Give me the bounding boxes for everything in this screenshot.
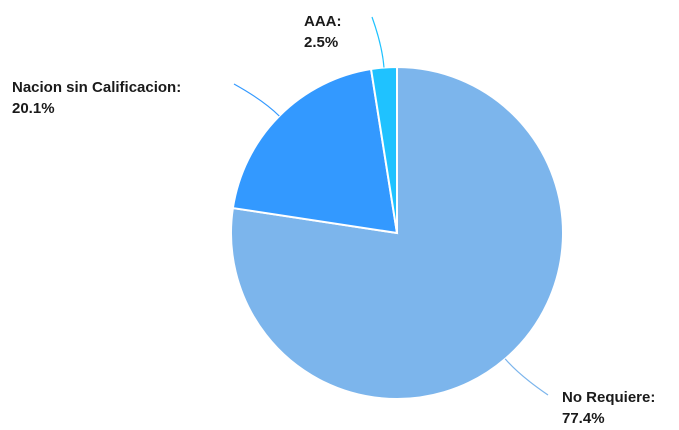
slice-value-nacion-sin-calificacion: 20.1% xyxy=(12,100,55,117)
leader-line-no-requiere xyxy=(504,358,549,396)
slice-value-no-requiere: 77.4% xyxy=(562,410,605,427)
slice-value-aaa: 2.5% xyxy=(304,34,338,51)
leader-line-aaa xyxy=(371,16,385,68)
leader-lines xyxy=(233,16,549,396)
slice-nacion-sin-calificacion xyxy=(231,67,399,235)
slice-label-aaa: AAA: xyxy=(304,13,342,30)
slice-label-no-requiere: No Requiere: xyxy=(562,389,655,406)
leader-line-nacion-sin-calificacion xyxy=(233,83,280,117)
slice-label-nacion-sin-calificacion: Nacion sin Calificacion: xyxy=(12,79,181,96)
pie-slices xyxy=(230,65,564,400)
